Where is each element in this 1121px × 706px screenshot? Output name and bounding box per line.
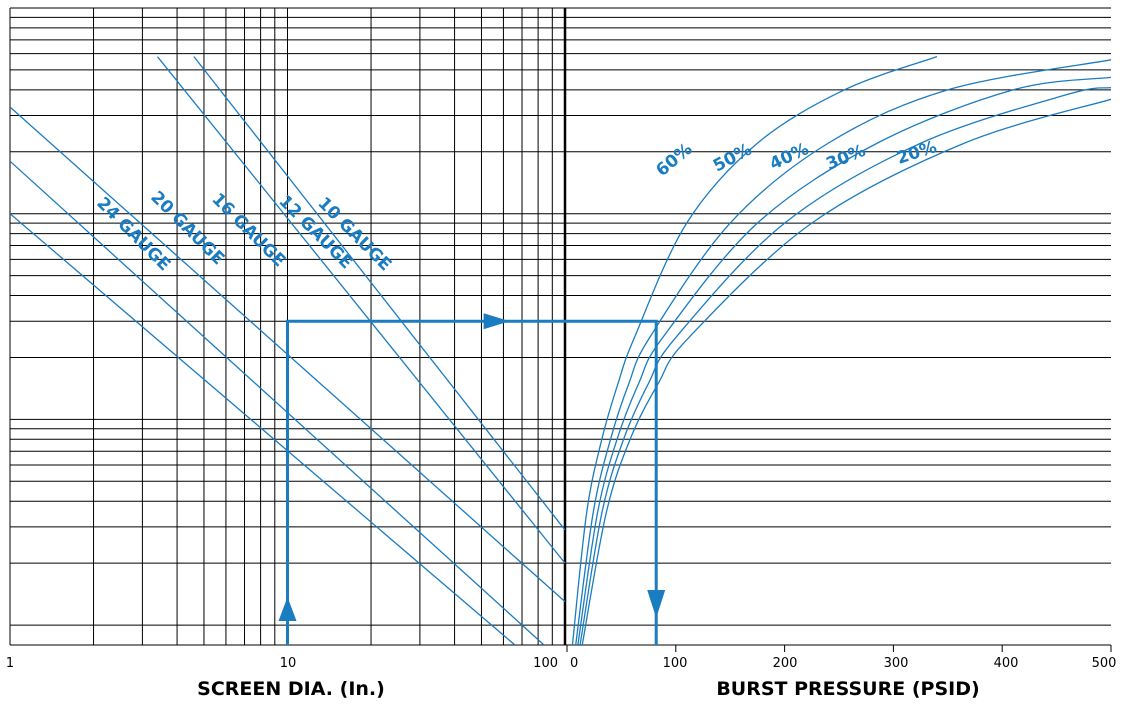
x-axis-label-right: BURST PRESSURE (PSID) xyxy=(716,678,979,700)
open-area-curve-20-percent xyxy=(581,98,1111,645)
label-30-percent: 30% xyxy=(823,141,868,175)
x-tick-label: 100 xyxy=(533,656,558,671)
x-tick-label: 400 xyxy=(994,656,1019,671)
x-tick-label: 10 xyxy=(280,656,297,671)
gauge-line-24-gauge xyxy=(10,213,516,645)
open-area-curve-60-percent xyxy=(571,56,938,645)
arrow-down-icon xyxy=(647,590,666,618)
label-60-percent: 60% xyxy=(652,139,696,180)
x-tick-label: 500 xyxy=(1092,656,1117,671)
x-tick-label: 200 xyxy=(773,656,798,671)
grid-lines xyxy=(9,7,1112,652)
chart-curves xyxy=(10,56,1111,645)
x-tick-label: 0 xyxy=(570,656,578,671)
x-tick-label: 300 xyxy=(884,656,909,671)
gauge-line-20-gauge xyxy=(10,160,545,645)
open-area-curve-40-percent xyxy=(577,76,1111,645)
x-tick-label: 100 xyxy=(663,656,688,671)
example-guide xyxy=(278,313,666,645)
x-tick-label: 1 xyxy=(6,656,14,671)
gauge-line-10-gauge xyxy=(193,56,566,531)
gauge-line-12-gauge xyxy=(156,56,566,564)
open-area-curve-50-percent xyxy=(575,59,1111,645)
example-guide-line xyxy=(286,319,658,645)
x-axis-label-left: SCREEN DIA. (In.) xyxy=(197,678,385,700)
label-50-percent: 50% xyxy=(710,140,755,177)
arrow-up-icon xyxy=(278,597,297,621)
arrow-right-icon xyxy=(483,313,510,330)
open-area-curve-30-percent xyxy=(579,87,1111,645)
